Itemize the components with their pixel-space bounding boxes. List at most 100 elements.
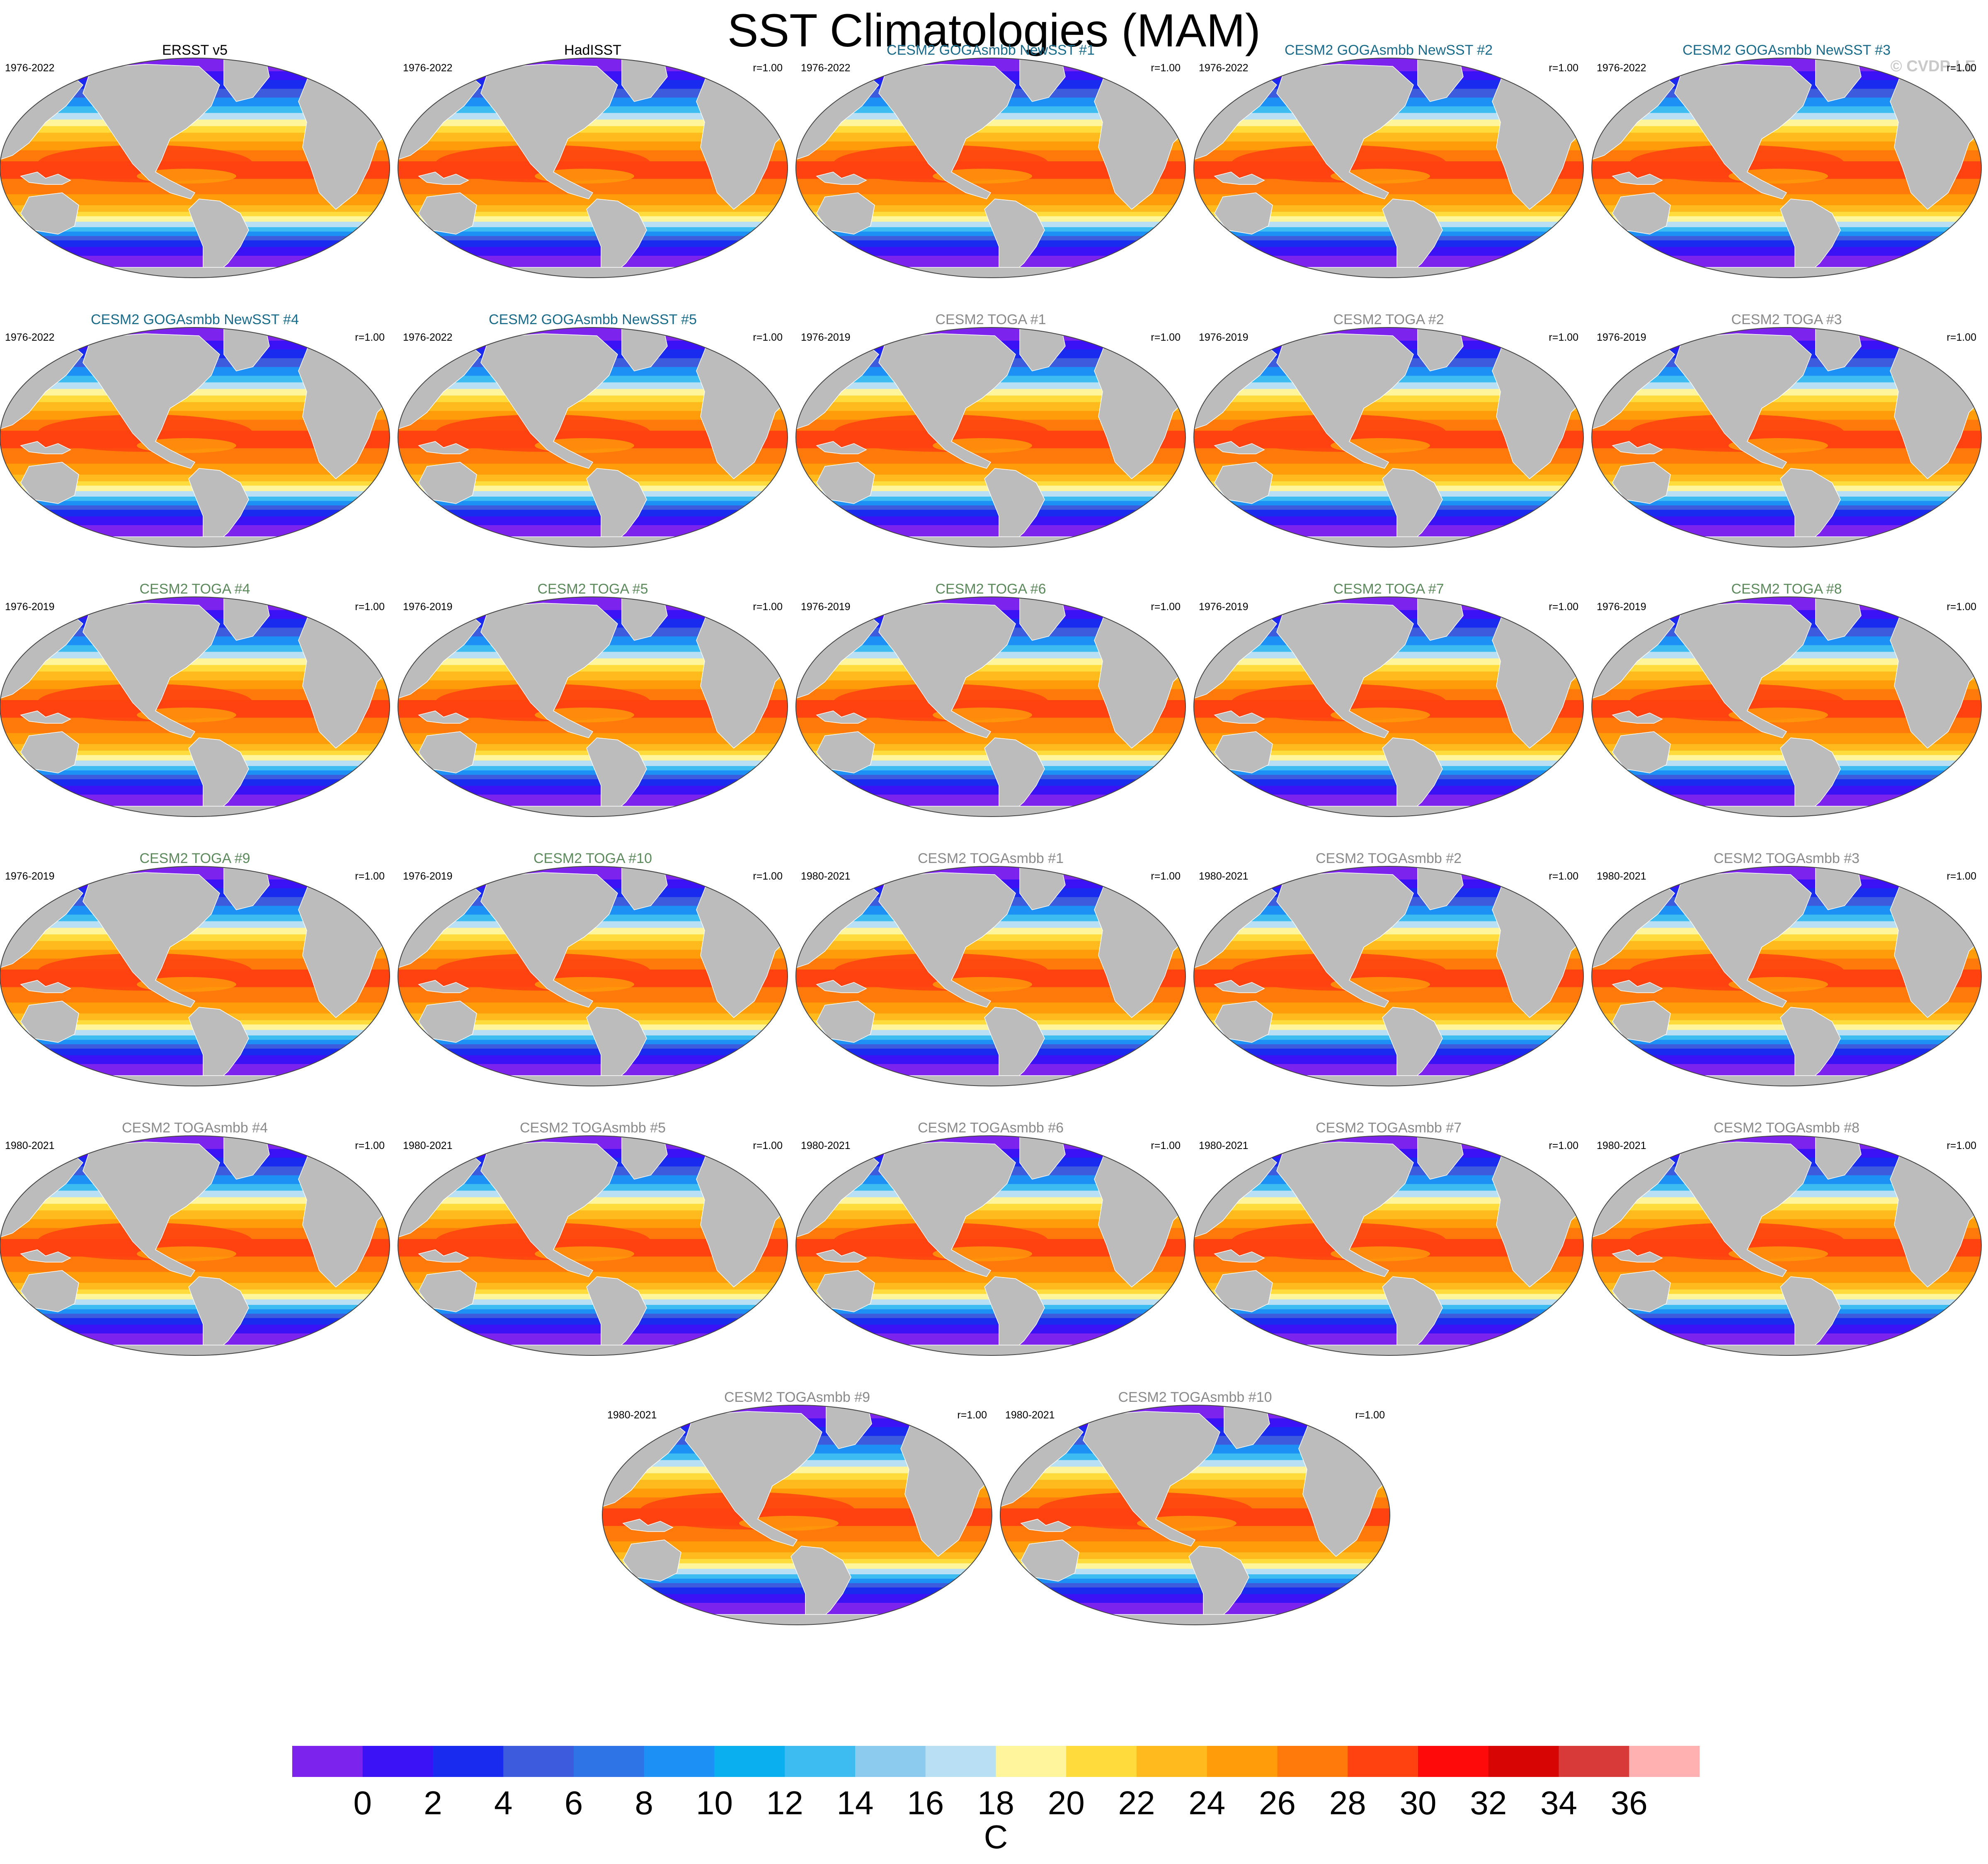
colorbar-swatch	[1348, 1746, 1418, 1777]
sst-band	[1194, 1040, 1583, 1045]
sst-field	[1194, 58, 1583, 278]
sst-field	[1194, 1136, 1583, 1355]
globe-outline	[1193, 1135, 1584, 1356]
panel-period: 1976-2019	[403, 601, 453, 613]
panel-period: 1976-2022	[5, 332, 55, 343]
sst-band	[1592, 1055, 1981, 1064]
sst-field	[398, 327, 788, 547]
sst-band	[0, 395, 390, 403]
sst-band	[796, 671, 1186, 681]
sst-band	[1194, 1048, 1583, 1056]
panel-period: 1976-2022	[1597, 62, 1646, 74]
sst-band	[398, 227, 788, 232]
sst-band	[398, 509, 788, 517]
sst-band	[1194, 516, 1583, 526]
colorbar-swatch	[1137, 1746, 1207, 1777]
sst-band	[1592, 1305, 1981, 1310]
colorbar-tick-label: 28	[1329, 1784, 1366, 1821]
sst-field	[1194, 597, 1583, 817]
sst-band	[1194, 395, 1583, 403]
panel-title: CESM2 TOGA #8	[1731, 581, 1842, 597]
globe-outline	[0, 1135, 390, 1356]
sst-band	[1592, 402, 1981, 412]
map-panel: CESM2 TOGAsmbb #10 1980-2021 r=1.00	[1000, 1389, 1390, 1625]
globe-outline	[0, 866, 390, 1086]
sst-band	[1000, 1583, 1390, 1588]
figure-title: SST Climatologies (MAM)	[727, 5, 1261, 56]
sst-band	[1592, 775, 1981, 780]
sst-band	[0, 1044, 390, 1049]
sst-field	[796, 1136, 1186, 1355]
sst-band	[1592, 1318, 1981, 1325]
panel-period: 1976-2019	[403, 870, 453, 882]
colorbar-swatch	[1277, 1746, 1348, 1777]
map-panel: CESM2 TOGA #7 1976-2019 r=1.00	[1193, 581, 1584, 817]
colorbar-tick-label: 0	[354, 1784, 372, 1821]
sst-band	[398, 928, 788, 935]
sst-band	[1194, 247, 1583, 256]
sst-band	[1592, 240, 1981, 247]
sst-band	[1592, 928, 1981, 935]
colorbar-tick-label: 24	[1188, 1784, 1225, 1821]
sst-band	[1194, 941, 1583, 950]
sst-band	[1592, 1324, 1981, 1334]
colorbar-swatch	[1066, 1746, 1137, 1777]
sst-field	[0, 597, 390, 817]
map-panel: CESM2 TOGA #5 1976-2019 r=1.00	[398, 581, 788, 817]
map-panel: CESM2 TOGAsmbb #8 1980-2021 r=1.00	[1591, 1120, 1982, 1356]
sst-band	[1592, 941, 1981, 950]
sst-band	[1194, 231, 1583, 237]
sst-band	[1592, 119, 1981, 127]
panel-correlation: r=1.00	[753, 870, 783, 882]
sst-band	[796, 389, 1186, 396]
sst-band	[1592, 785, 1981, 795]
sst-field	[1592, 597, 1981, 817]
colorbar-swatch	[433, 1746, 504, 1777]
map-panel: ERSST v5 1976-2022	[0, 42, 390, 278]
sst-band	[0, 766, 390, 771]
colorbar-swatch	[1629, 1746, 1700, 1777]
panel-correlation: r=1.00	[355, 332, 385, 343]
sst-band	[1194, 1055, 1583, 1064]
sst-band	[0, 497, 390, 502]
panel-period: 1980-2021	[1199, 870, 1249, 882]
sst-band	[602, 1473, 992, 1481]
sst-band	[0, 133, 390, 142]
panel-title: CESM2 TOGAsmbb #6	[918, 1120, 1064, 1136]
sst-band	[398, 505, 788, 510]
sst-band	[796, 247, 1186, 256]
globe-outline	[1193, 58, 1584, 278]
sst-band	[1194, 1204, 1583, 1211]
sst-band	[1194, 505, 1583, 510]
sst-band	[1194, 671, 1583, 681]
sst-band	[1592, 509, 1981, 517]
sst-band	[1194, 126, 1583, 133]
sst-band	[398, 766, 788, 771]
sst-field	[796, 58, 1186, 278]
panel-correlation: r=1.00	[1947, 601, 1976, 613]
sst-band	[0, 516, 390, 526]
sst-band	[796, 1309, 1186, 1314]
sst-band	[398, 119, 788, 127]
sst-band	[1592, 231, 1981, 237]
map-panel: HadISST 1976-2022 r=1.00	[398, 42, 788, 278]
colorbar: 0 2 4 6 8 10 12 14 16 18 20 22 24 26 28 30 32 34 36C	[292, 1746, 1700, 1855]
sst-band	[1194, 1197, 1583, 1205]
globe-outline	[1591, 58, 1982, 278]
colorbar-swatch	[925, 1746, 996, 1777]
sst-band	[0, 665, 390, 672]
sst-band	[398, 1324, 788, 1334]
sst-band	[796, 665, 1186, 672]
globe-outline	[1591, 327, 1982, 548]
sst-band	[1592, 770, 1981, 776]
colorbar-tick-label: 10	[696, 1784, 733, 1821]
sst-field	[1000, 1405, 1390, 1625]
sst-band	[1000, 1578, 1390, 1584]
sst-band	[796, 934, 1186, 942]
globe-outline	[1000, 1405, 1390, 1625]
sst-band	[1592, 126, 1981, 133]
sst-band	[1592, 658, 1981, 666]
sst-band	[1000, 1466, 1390, 1474]
sst-band	[398, 231, 788, 237]
sst-band	[1194, 133, 1583, 142]
